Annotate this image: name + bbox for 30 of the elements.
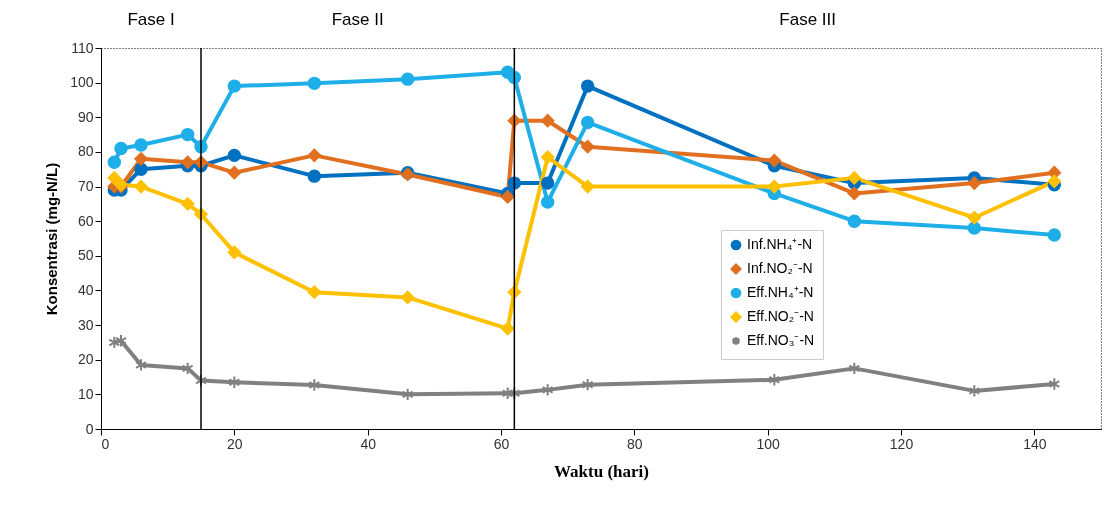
y-tick-label: 0 [85, 420, 94, 437]
text: Fase III [779, 10, 837, 29]
x-tick-label: 40 [360, 435, 377, 452]
y-tick-label: 80 [77, 143, 94, 160]
y-tick-label: 50 [77, 247, 94, 264]
y-tick-label: 90 [77, 108, 94, 125]
y-axis-title: Konsentrasi (mg-N/L) [43, 162, 61, 316]
text: Fase I [127, 10, 175, 29]
legend-label: Eff.NO₂⁻-N [747, 308, 814, 324]
x-tick-label: 80 [627, 435, 643, 452]
y-tick-label: 40 [77, 281, 94, 298]
x-tick-label: 0 [101, 435, 110, 452]
y-tick-label: 20 [77, 351, 94, 368]
x-tick-label: 140 [1023, 435, 1047, 452]
y-tick-label: 10 [77, 385, 94, 402]
x-axis-title: Waktu (hari) [554, 461, 649, 481]
x-tick-label: 120 [889, 435, 914, 452]
x-tick-label: 60 [493, 435, 510, 452]
y-tick-label: 30 [77, 316, 94, 333]
x-tick-label: 100 [756, 435, 781, 452]
y-tick-label: 60 [77, 212, 94, 229]
y-tick-label: 110 [71, 39, 94, 56]
y-tick-label: 70 [77, 178, 94, 195]
text: Fase II [331, 10, 384, 29]
legend-label: Inf.NH₄⁺-N [747, 236, 813, 252]
y-tick-label: 100 [70, 74, 94, 91]
x-tick-label: 20 [227, 435, 243, 452]
legend-label: Eff.NH₄⁺-N [747, 284, 814, 300]
legend-label: Inf.NO₂⁻-N [747, 260, 813, 276]
legend-label: Eff.NO₃⁻-N [747, 332, 815, 348]
